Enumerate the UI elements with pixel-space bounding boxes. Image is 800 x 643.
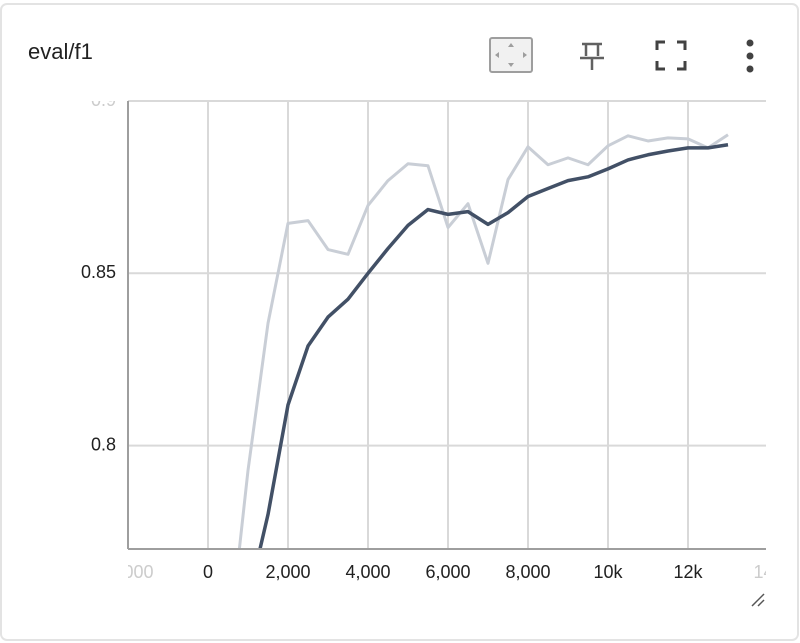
grid-layer — [128, 100, 766, 549]
x-tick-label: 10k — [593, 562, 623, 582]
x-tick-label: 8,000 — [505, 562, 550, 582]
series-line — [258, 143, 729, 549]
x-tick-label: -2,000 — [102, 562, 153, 582]
x-tick-label: 14k — [753, 562, 783, 582]
resize-handle[interactable] — [751, 593, 765, 607]
fullscreen-button[interactable] — [655, 40, 687, 71]
x-tick-label: 12k — [673, 562, 703, 582]
fit-domain-button[interactable] — [489, 37, 533, 73]
series-line — [237, 133, 729, 549]
x-tick-label: 2,000 — [265, 562, 310, 582]
chart-title: eval/f1 — [28, 39, 93, 64]
y-tick-label: 0.85 — [81, 262, 116, 282]
x-tick-label: 6,000 — [425, 562, 470, 582]
pin-button[interactable] — [580, 42, 604, 70]
x-labels: -2,000 0 2,000 4,000 6,000 8,000 10k 12k 14k — [102, 562, 783, 582]
y-labels: 0.8 0.85 0.9 — [81, 90, 116, 454]
x-tick-label: 4,000 — [345, 562, 390, 582]
y-tick-label: 0.9 — [91, 90, 116, 110]
lines-layer — [237, 133, 729, 549]
more-button[interactable] — [746, 39, 754, 73]
card-border — [0, 3, 799, 641]
y-tick-label: 0.8 — [91, 434, 116, 454]
x-tick-label: 0 — [203, 562, 213, 582]
